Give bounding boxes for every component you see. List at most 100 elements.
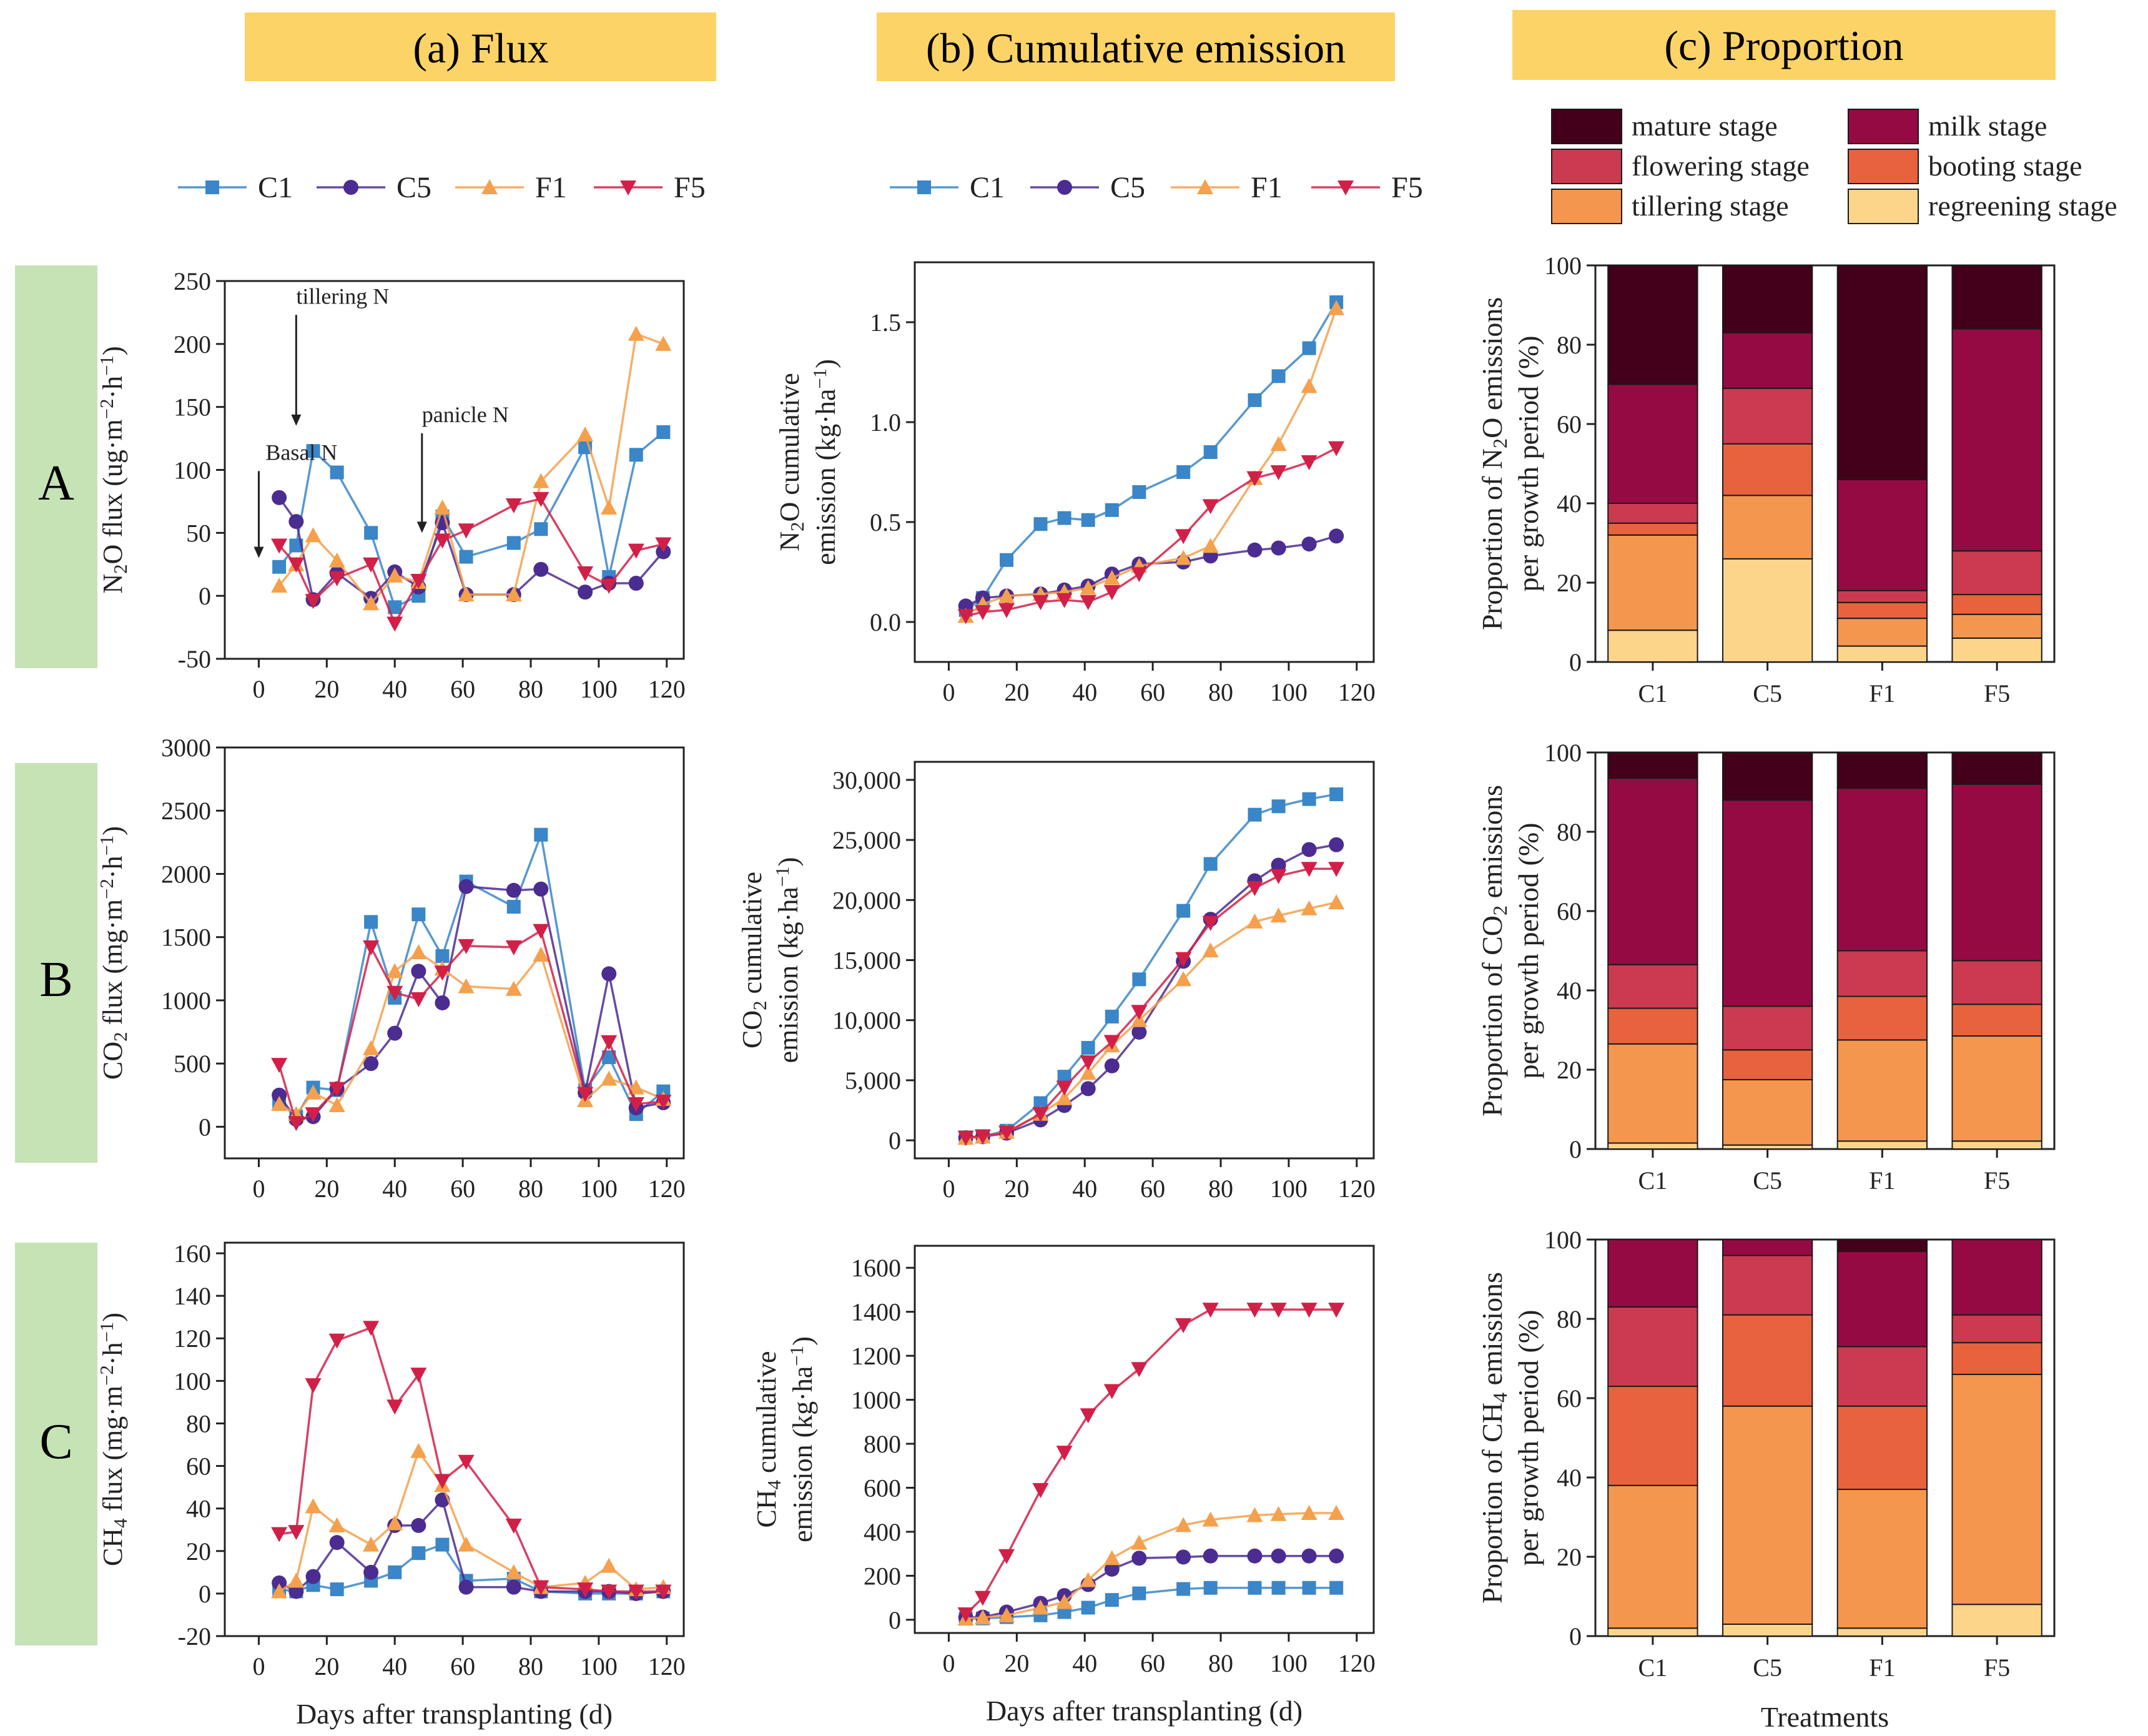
y-tick-label: 1200 [851,1342,901,1370]
data-point-F1 [1202,1511,1219,1527]
data-point-C5 [305,1569,321,1584]
y-tick-label: 25,000 [832,826,901,854]
data-point-C1 [1302,792,1316,806]
data-point-F5 [998,1125,1015,1141]
data-point-F1 [533,947,549,962]
data-point-C1 [330,465,344,480]
series-F5 [957,862,1345,1146]
data-point-C1 [1132,485,1146,499]
bar-segment-booting-stage [1607,1385,1698,1486]
data-point-F5 [387,616,403,632]
data-point-C1 [1057,511,1072,525]
data-point-C1 [272,560,287,574]
data-point-F5 [288,557,305,573]
bar-segment-regreening-stage [1607,1142,1698,1150]
data-point-F5 [458,1454,475,1470]
data-point-F5 [1301,1303,1318,1318]
data-point-F5 [305,1378,322,1394]
bar-segment-tillering-stage [1951,613,2042,639]
header-flux: (a) Flux [245,12,716,81]
data-point-F5 [271,1058,288,1073]
data-point-C5 [506,1579,521,1595]
y-tick-label: 1.0 [870,408,901,436]
legend-marker-F1 [1197,179,1213,194]
data-point-F5 [1032,595,1049,610]
data-point-F5 [601,579,618,594]
bar-segment-milk-stage [1607,383,1698,504]
stage-swatch [1848,149,1919,184]
series-F1 [957,300,1345,623]
data-point-C1 [1176,904,1191,918]
data-point-F5 [1080,1055,1096,1071]
x-tick-label: 20 [314,675,339,703]
series-C1 [958,295,1344,617]
y-tick-label: 20 [1557,569,1582,597]
data-point-C1 [1203,445,1218,459]
data-point-C5 [288,514,304,530]
bar-segment-tillering-stage [1836,1489,1928,1629]
data-point-F1 [577,427,594,442]
data-point-F5 [1175,952,1192,967]
x-tick-label: 120 [1338,1649,1376,1677]
data-point-F5 [1175,1318,1192,1333]
data-point-C1 [1081,513,1095,527]
y-tick-label: 3000 [161,734,211,762]
y-tick-label: 100 [174,1367,211,1395]
series-C5 [958,528,1344,614]
legend-marker-F1 [481,179,498,194]
data-point-C1 [1248,393,1262,407]
y-tick-label: 250 [174,267,211,295]
bar-segment-flowering-stage [1722,1005,1813,1051]
y-axis-label: CH4 flux (mg·m−2·h−1) [96,1313,131,1566]
y-tick-label: 60 [1557,410,1582,438]
legend-label-C1: C1 [970,171,1005,204]
legend-item-C5: C5 [317,171,431,204]
legend-item-F1: F1 [455,171,567,204]
x-tick-label: 120 [648,1652,686,1680]
y-tick-label: 2000 [161,860,211,888]
data-point-C5 [1203,1548,1218,1564]
data-point-F5 [328,1333,345,1349]
data-point-F5 [974,1591,991,1606]
y-axis-label-line1-text: Proportion of CO2 emissions [1476,785,1511,1117]
header-cumulative-text: (b) Cumulative emission [926,24,1346,72]
data-point-F5 [505,498,522,513]
data-point-F5 [1131,567,1148,583]
x-tick-label: 120 [1338,1175,1376,1203]
bar-segment-flowering-stage [1951,960,2042,1005]
row-label-b-text: B [39,952,72,1007]
data-point-F5 [1246,471,1263,486]
data-point-C5 [533,561,549,577]
y-tick-label: 200 [174,330,211,358]
y-tick-label: 80 [1557,1305,1582,1333]
data-point-F5 [458,939,475,954]
bar-segment-flowering-stage [1722,387,1813,445]
stage-legend-item: flowering stage [1551,149,1810,184]
y-tick-label: 30,000 [832,766,901,794]
bar-segment-regreening-stage [1722,1623,1813,1637]
header-proportion: (c) Proportion [1512,10,2056,80]
stage-label: mature stage [1632,110,1778,142]
legend-marker-C5 [343,180,358,195]
data-point-F5 [410,1368,427,1383]
y-tick-label: 1500 [161,924,211,952]
bar-segment-tillering-stage [1607,1043,1698,1144]
data-point-F5 [434,533,451,549]
x-tick-label: 100 [1270,678,1308,706]
x-tick-label: 120 [648,675,686,703]
legend-marker-C1 [917,180,931,194]
data-point-F5 [363,940,380,955]
y-axis-label-line2-text: emission (kg·ha−1) [809,359,841,565]
data-point-C5 [458,879,474,894]
data-point-F5 [998,1549,1015,1564]
data-point-F5 [628,543,644,559]
data-point-F1 [1202,538,1219,553]
bar-segment-regreening-stage [1722,558,1813,663]
x-tick-label: C1 [1638,1166,1668,1195]
y-tick-label: 40 [186,1495,211,1523]
stage-swatch [1551,109,1622,144]
y-axis-label-line1: N2O cumulative [774,373,808,551]
data-point-F5 [533,924,549,939]
panel-cumulative-ch4: 0 20 40 60 80 100 1200200400600800100012001400… [751,1245,1376,1727]
y-tick-label: 0 [1569,1622,1582,1650]
